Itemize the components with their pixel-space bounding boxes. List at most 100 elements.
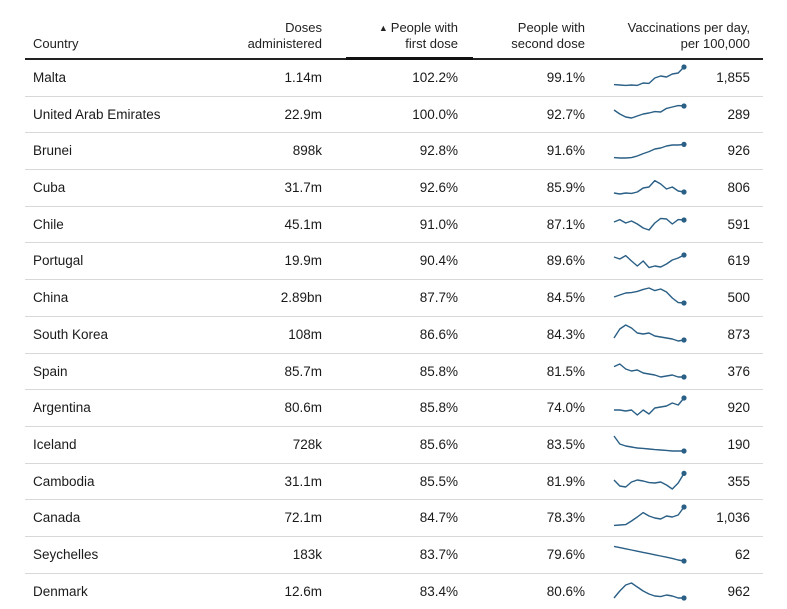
sparkline-svg xyxy=(613,435,687,454)
header-first-dose[interactable]: ▲ People with first dose xyxy=(346,20,458,52)
second-dose-value: 92.7% xyxy=(546,106,585,122)
sparkline-end-point xyxy=(681,300,687,306)
second-dose-value: 81.9% xyxy=(546,473,585,489)
sparkline-line xyxy=(613,66,685,87)
country-name: South Korea xyxy=(33,326,109,342)
first-dose-value: 100.0% xyxy=(412,106,458,122)
doses-value: 72.1m xyxy=(284,510,322,526)
per-day-value: 920 xyxy=(727,400,750,416)
sparkline-line xyxy=(613,362,684,378)
trend-sparkline xyxy=(611,64,691,92)
country-name: Iceland xyxy=(33,436,77,452)
doses-value: 108m xyxy=(288,326,322,342)
country-name: Cambodia xyxy=(33,473,95,489)
trend-sparkline xyxy=(611,211,691,239)
second-dose-value: 89.6% xyxy=(546,253,585,269)
header-second-line1: People with xyxy=(517,20,585,35)
sparkline-line xyxy=(613,324,685,342)
sparkline-end-point xyxy=(681,217,687,223)
table-row: United Arab Emirates 22.9m 100.0% 92.7% 289 xyxy=(25,97,763,134)
sparkline-line xyxy=(613,179,685,195)
sparkline-line xyxy=(613,435,684,452)
sparkline-svg xyxy=(613,287,687,306)
header-doses-line1: Doses xyxy=(285,20,322,35)
doses-value: 1.14m xyxy=(284,70,322,85)
per-day-value: 289 xyxy=(727,106,750,122)
first-dose-value: 83.4% xyxy=(419,583,458,599)
header-country[interactable]: Country xyxy=(33,36,79,51)
sparkline-end-point xyxy=(681,395,687,401)
sparkline-end-point xyxy=(681,558,687,564)
first-dose-value: 86.6% xyxy=(419,326,458,342)
sparkline-line xyxy=(613,144,685,160)
sparkline-end-point xyxy=(681,504,687,510)
table-row: Spain 85.7m 85.8% 81.5% 376 xyxy=(25,354,763,391)
sparkline-line xyxy=(613,254,685,269)
first-dose-value: 83.7% xyxy=(419,546,458,562)
second-dose-value: 80.6% xyxy=(546,583,585,599)
country-name: Cuba xyxy=(33,180,66,196)
trend-sparkline xyxy=(611,101,691,129)
country-name: Spain xyxy=(33,363,68,379)
header-doses[interactable]: Doses administered xyxy=(215,20,322,52)
sparkline-svg xyxy=(613,504,687,527)
vaccination-table: Country Doses administered ▲ People with … xyxy=(25,0,763,609)
second-dose-value: 74.0% xyxy=(546,400,585,416)
second-dose-value: 99.1% xyxy=(546,70,585,85)
country-name: Chile xyxy=(33,216,64,232)
per-day-value: 926 xyxy=(727,143,750,159)
first-dose-value: 102.2% xyxy=(412,70,458,85)
doses-value: 80.6m xyxy=(284,400,322,416)
table-row: Portugal 19.9m 90.4% 89.6% 619 xyxy=(25,243,763,281)
doses-value: 19.9m xyxy=(284,253,322,269)
sparkline-svg xyxy=(613,64,687,87)
trend-sparkline xyxy=(611,321,691,349)
first-dose-value: 84.7% xyxy=(419,510,458,526)
country-name: Brunei xyxy=(33,143,73,159)
per-day-value: 355 xyxy=(727,473,750,489)
second-dose-value: 87.1% xyxy=(546,216,585,232)
per-day-value: 806 xyxy=(727,180,750,196)
second-dose-value: 84.3% xyxy=(546,326,585,342)
table-row: Canada 72.1m 84.7% 78.3% 1,036 xyxy=(25,500,763,537)
doses-value: 22.9m xyxy=(284,106,322,122)
sparkline-end-point xyxy=(681,470,687,476)
table-header: Country Doses administered ▲ People with … xyxy=(25,0,763,60)
second-dose-value: 85.9% xyxy=(546,180,585,196)
sparkline-svg xyxy=(613,545,687,564)
doses-value: 728k xyxy=(292,436,322,452)
header-first-line1: People with xyxy=(390,20,458,35)
sparkline-svg xyxy=(613,103,687,119)
table-row: Cuba 31.7m 92.6% 85.9% 806 xyxy=(25,170,763,207)
trend-sparkline xyxy=(611,137,691,165)
first-dose-value: 92.6% xyxy=(419,180,458,196)
sparkline-svg xyxy=(613,470,687,490)
country-name: Canada xyxy=(33,510,81,526)
header-per-day[interactable]: Vaccinations per day, per 100,000 xyxy=(600,20,750,52)
sparkline-end-point xyxy=(681,64,687,70)
sparkline-end-point xyxy=(681,103,687,109)
sort-arrow-icon: ▲ xyxy=(378,23,388,33)
table-row: Denmark 12.6m 83.4% 80.6% 962 xyxy=(25,574,763,609)
second-dose-value: 79.6% xyxy=(546,546,585,562)
sparkline-end-point xyxy=(681,252,687,259)
table-row: Seychelles 183k 83.7% 79.6% 62 xyxy=(25,537,763,574)
header-second-line2: second dose xyxy=(511,36,585,51)
trend-sparkline xyxy=(611,541,691,569)
first-dose-value: 85.5% xyxy=(419,473,458,489)
header-second-dose[interactable]: People with second dose xyxy=(473,20,585,52)
header-perday-line1: Vaccinations per day, xyxy=(627,20,750,35)
doses-value: 31.1m xyxy=(284,473,322,489)
header-perday-line2: per 100,000 xyxy=(680,36,750,51)
first-dose-value: 92.8% xyxy=(419,143,458,159)
sparkline-line xyxy=(613,581,684,599)
country-name: China xyxy=(33,290,69,306)
first-dose-value: 87.7% xyxy=(419,290,458,306)
table-row: Cambodia 31.1m 85.5% 81.9% 355 xyxy=(25,464,763,501)
country-name: Denmark xyxy=(33,583,88,599)
doses-value: 12.6m xyxy=(284,583,322,599)
doses-value: 2.89bn xyxy=(280,290,322,306)
sparkline-line xyxy=(613,104,685,119)
sparkline-svg xyxy=(613,179,687,195)
first-dose-value: 91.0% xyxy=(419,216,458,232)
